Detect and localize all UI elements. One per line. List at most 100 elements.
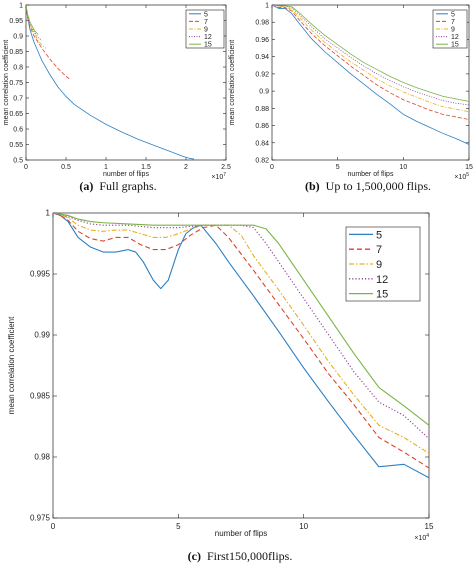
y-tick-label: 1: [265, 3, 269, 10]
caption-text: Up to 1,500,000 flips.: [326, 179, 431, 193]
y-tick-label: 0.6: [13, 127, 23, 134]
y-tick-label: 0.995: [30, 270, 51, 279]
y-tick-label: 0.96: [255, 37, 269, 44]
caption-text: Full graphs.: [99, 179, 156, 193]
legend-label-7: 7: [451, 19, 455, 26]
y-tick-label: 0.82: [255, 158, 269, 165]
legend-label-12: 12: [451, 34, 459, 41]
x-tick-label: 1.5: [141, 164, 151, 171]
x-exponent-label: ×105: [454, 172, 469, 181]
plot-frame: [52, 212, 430, 519]
x-tick-label: 0: [270, 164, 274, 171]
series-line-7: [272, 5, 469, 120]
y-tick-label: 0.92: [255, 71, 269, 78]
legend-label-9: 9: [376, 259, 382, 271]
y-tick-label: 1: [46, 209, 51, 218]
legend-box: [345, 226, 421, 302]
caption: (a) Full graphs.: [79, 179, 156, 193]
x-exponent-label: ×104: [414, 533, 429, 542]
y-tick-label: 0.55: [9, 142, 23, 149]
caption-label: (c): [188, 549, 201, 563]
legend-label-9: 9: [451, 27, 455, 34]
y-tick-label: 0.7: [13, 96, 23, 103]
x-exponent-base: ×10: [211, 174, 223, 181]
chart-c: 0 5 10 15 0.975 0.98 0.985 0.99 0.995 1 ×104 number…: [7, 209, 434, 564]
legend-label-9: 9: [204, 27, 208, 34]
y-tick-label: 1: [19, 3, 23, 10]
y-tick-label: 0.9: [259, 89, 269, 96]
series-line-9: [272, 5, 469, 113]
y-tick-label: 0.75: [9, 80, 23, 87]
caption: (b) Up to 1,500,000 flips.: [305, 179, 431, 193]
y-tick-label: 0.99: [34, 331, 50, 340]
series-line-12: [272, 5, 469, 106]
series-line-9: [53, 213, 429, 454]
series-line-5: [53, 213, 429, 479]
x-tick-label: 10: [399, 164, 407, 171]
x-tick-label: 0: [24, 164, 28, 171]
series-line-5: [272, 5, 469, 145]
y-axis-label: mean correlation coefficient: [7, 316, 16, 414]
series-line-15: [272, 5, 469, 102]
y-tick-label: 0.9: [13, 34, 23, 41]
x-tick-label: 5: [336, 164, 340, 171]
series-group: [272, 5, 469, 145]
y-tick-label: 0.8: [13, 65, 23, 72]
plot-frame: [271, 4, 470, 161]
legend-label-15: 15: [204, 42, 212, 49]
x-exponent-power: 4: [426, 533, 429, 539]
y-tick-label: 0.95: [9, 18, 23, 25]
y-tick-label: 0.84: [255, 140, 269, 147]
x-exponent-base: ×10: [414, 535, 426, 542]
legend-label-15: 15: [451, 42, 459, 49]
series-line-7: [26, 5, 71, 80]
chart-b: 0 5 10 150.820.840.860.880.90.920.940.960.9…: [229, 3, 473, 194]
series-line-7: [53, 213, 429, 469]
series-line-15: [26, 5, 39, 35]
x-tick-label: 2: [184, 164, 188, 171]
x-axis-label: number of flips: [348, 171, 394, 178]
y-axis-label: mean correlation coefficient: [3, 40, 10, 126]
x-tick-label: 1: [104, 164, 108, 171]
legend-label-15: 15: [376, 289, 388, 301]
y-tick-label: 0.85: [9, 49, 23, 56]
y-tick-label: 0.94: [255, 54, 269, 61]
x-tick-label: 10: [299, 522, 308, 531]
x-tick-label: 2.5: [221, 164, 231, 171]
y-tick-label: 0.98: [255, 20, 269, 27]
x-tick-label: 0.5: [61, 164, 71, 171]
legend-label-5: 5: [451, 11, 455, 18]
caption-label: (b): [305, 179, 320, 193]
y-tick-label: 0.985: [30, 392, 51, 401]
series-group: [53, 213, 429, 479]
y-tick-label: 0.88: [255, 106, 269, 113]
legend-label-7: 7: [204, 19, 208, 26]
x-exponent-base: ×10: [454, 174, 466, 181]
x-exponent-power: 5: [466, 172, 469, 178]
caption-label: (a): [79, 179, 93, 193]
x-tick-label: 15: [425, 522, 434, 531]
y-tick-label: 0.975: [30, 514, 51, 523]
legend-label-5: 5: [376, 229, 382, 241]
series-line-5: [26, 5, 195, 160]
chart-a: 0 0.5 1 1.5 2 2.50.50.550.60.650.70.750.80.85…: [3, 3, 231, 194]
caption-text: First150,000flips.: [207, 549, 292, 563]
y-tick-label: 0.5: [13, 158, 23, 165]
caption: (c) First150,000flips.: [188, 549, 293, 563]
series-group: [26, 5, 195, 160]
x-tick-label: 15: [465, 164, 473, 171]
x-tick-label: 5: [176, 522, 181, 531]
legend-label-5: 5: [204, 11, 208, 18]
y-tick-label: 0.98: [34, 453, 50, 462]
x-exponent-label: ×107: [211, 172, 226, 181]
x-axis-label: number of flips: [103, 171, 149, 178]
y-tick-label: 0.86: [255, 123, 269, 130]
x-exponent-power: 7: [223, 172, 226, 178]
y-tick-label: 0.65: [9, 111, 23, 118]
legend-label-12: 12: [376, 274, 388, 286]
series-line-15: [53, 213, 429, 426]
